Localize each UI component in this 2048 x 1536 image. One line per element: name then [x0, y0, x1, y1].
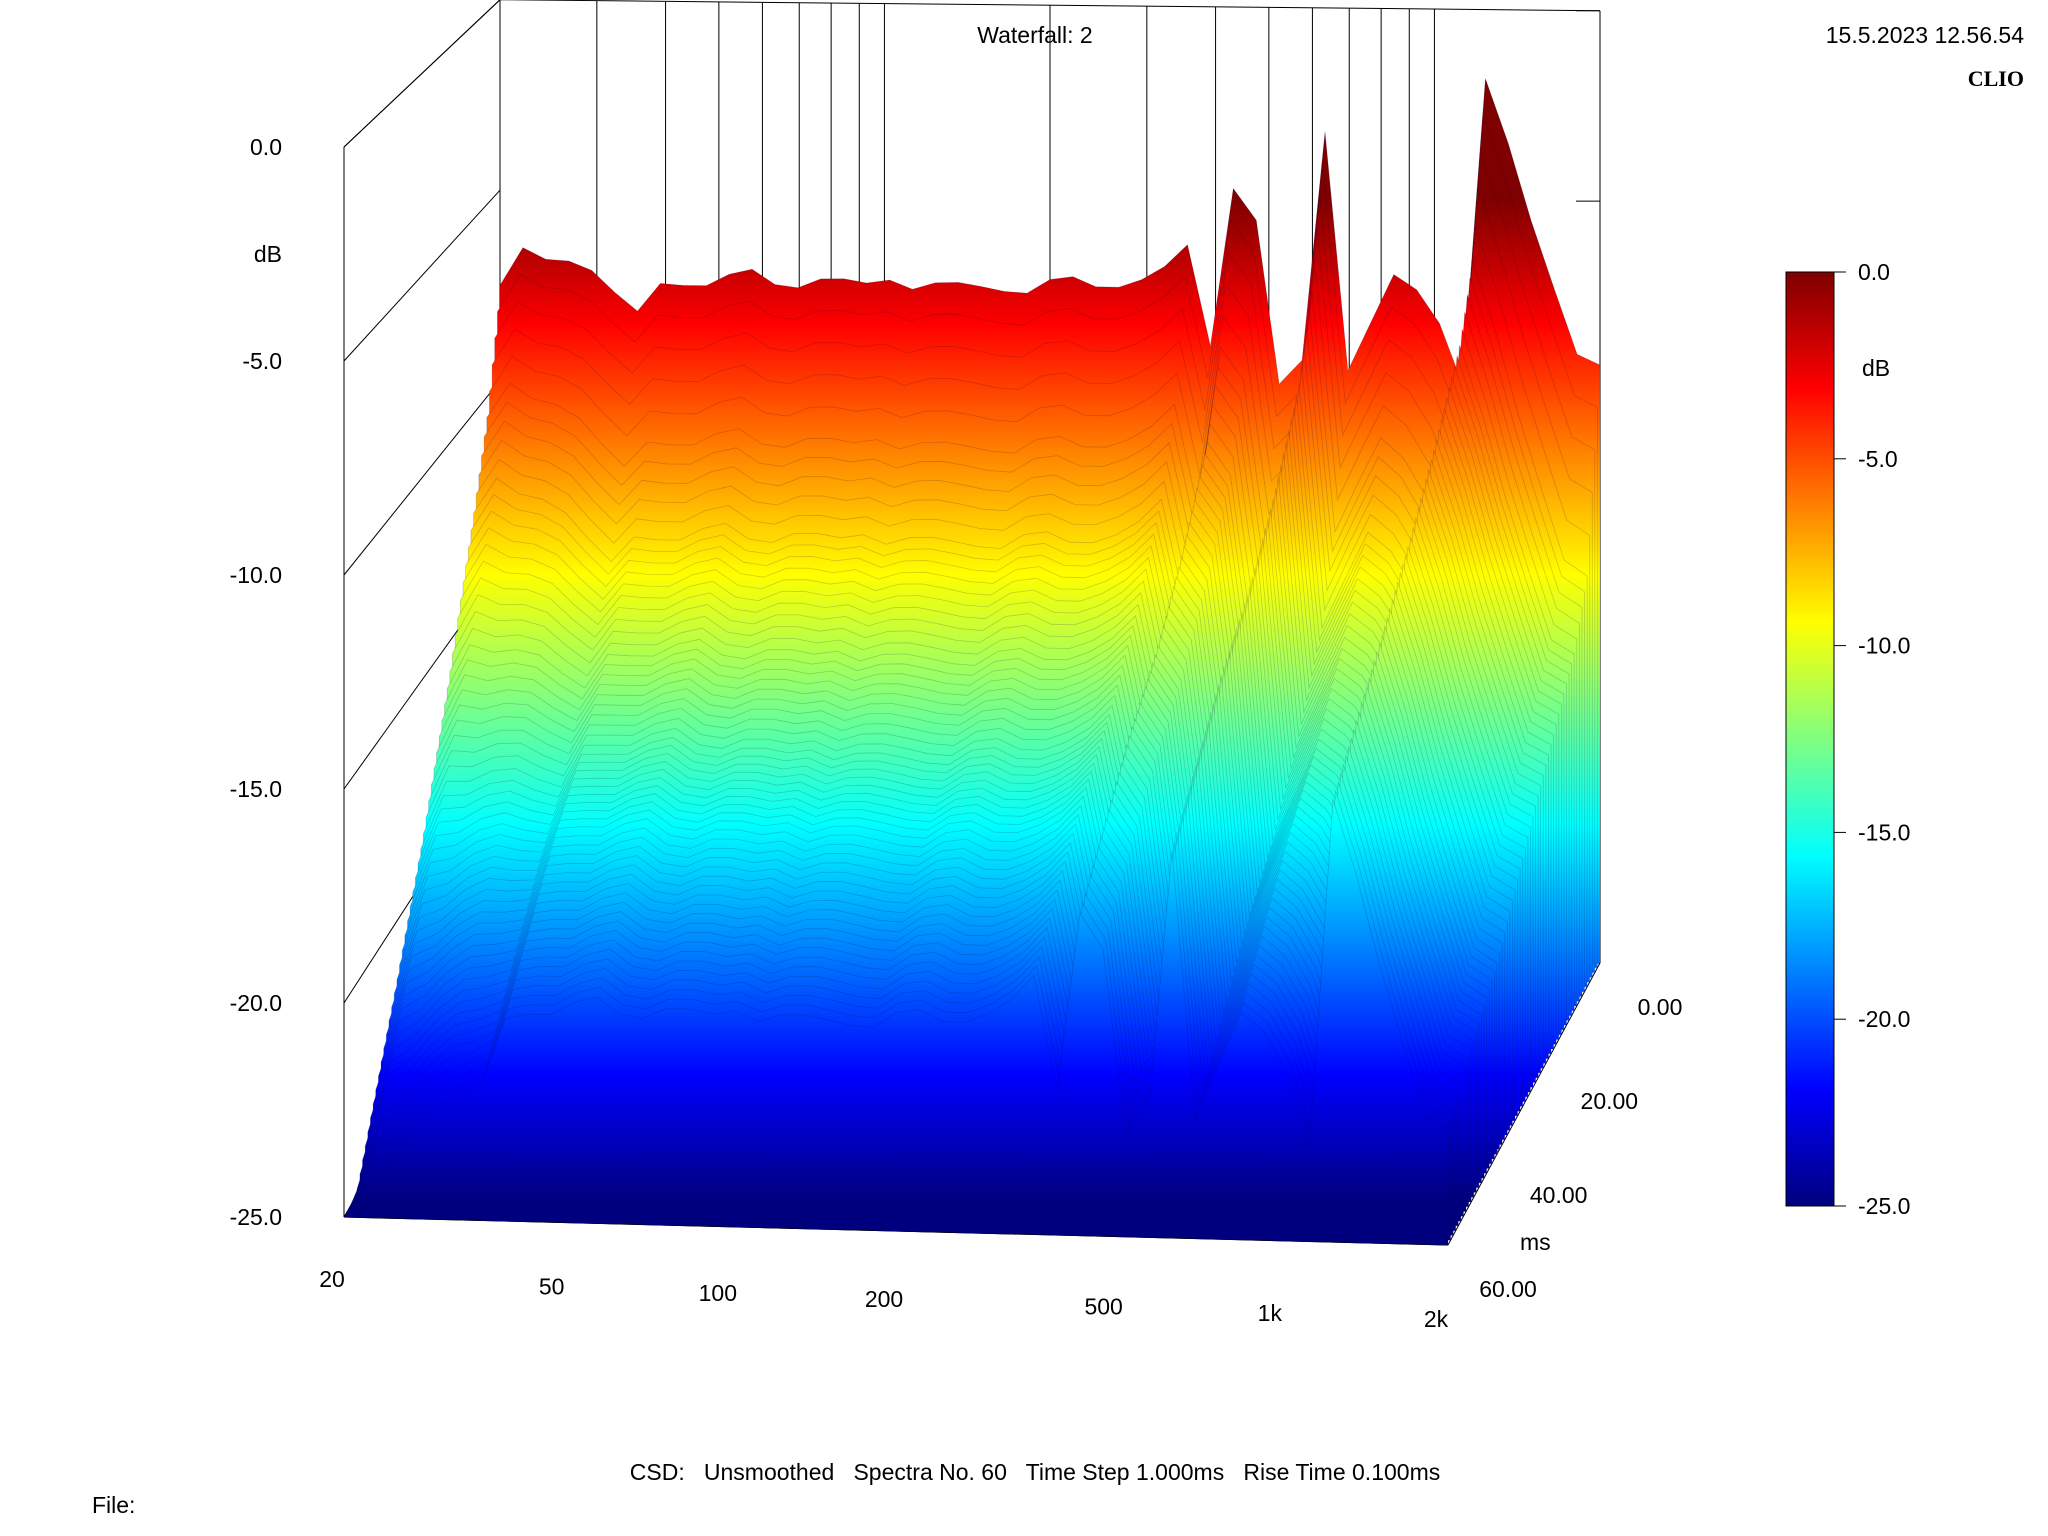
- y-axis-labels: 0.0 -5.0 -10.0 -15.0 -20.0 -25.0 dB: [230, 134, 282, 1230]
- colorbar-tick-label: -20.0: [1858, 1006, 1910, 1032]
- x-tick-label: 2k: [1424, 1306, 1449, 1332]
- colorbar-gradient: [1785, 271, 1835, 1207]
- time-tick-label: 40.00: [1530, 1182, 1588, 1208]
- waterfall-surface: [343, 78, 1601, 1246]
- time-tick-label: 60.00: [1479, 1276, 1537, 1302]
- y-tick-label: -25.0: [230, 1204, 282, 1230]
- y-tick-label: 0.0: [250, 134, 282, 160]
- colorbar-tick-label: -15.0: [1858, 819, 1910, 845]
- x-tick-label: 50: [539, 1274, 565, 1300]
- left-wall-level-gridline: [343, 0, 501, 148]
- x-tick-label: 500: [1084, 1294, 1122, 1320]
- colorbar-labels: 0.0 -5.0 -10.0 -15.0 -20.0 -25.0 dB: [1834, 259, 1910, 1219]
- y-tick-label: -15.0: [230, 776, 282, 802]
- brand-logo: CLIO: [1968, 66, 2024, 91]
- y-tick-label: -20.0: [230, 990, 282, 1016]
- x-tick-label: 20: [319, 1266, 345, 1292]
- x-tick-label: 200: [865, 1286, 903, 1312]
- colorbar-tick-label: 0.0: [1858, 259, 1890, 285]
- colorbar-tick-label: -5.0: [1858, 446, 1898, 472]
- measurement-settings: CSD: Unsmoothed Spectra No. 60 Time Step…: [630, 1459, 1440, 1485]
- waterfall-spectrum-slice: [343, 799, 1449, 1246]
- y-tick-label: -10.0: [230, 562, 282, 588]
- left-wall-level-gridline: [343, 189, 501, 362]
- time-axis-labels: 0.00 20.00 40.00 60.00 ms: [1479, 994, 1682, 1302]
- time-axis-unit: ms: [1520, 1229, 1551, 1255]
- x-axis-labels: 20 50 100 200 500 1k 2k: [319, 1266, 1448, 1332]
- left-wall-level-gridline: [343, 380, 501, 576]
- time-tick-label: 20.00: [1581, 1088, 1639, 1114]
- timestamp: 15.5.2023 12.56.54: [1826, 22, 2024, 48]
- y-axis-unit: dB: [254, 241, 282, 267]
- floor-right-edge: [1447, 962, 1601, 1246]
- chart-title: Waterfall: 2: [977, 22, 1092, 48]
- x-tick-label: 100: [699, 1280, 737, 1306]
- file-label: File:: [92, 1492, 135, 1518]
- y-tick-label: -5.0: [242, 348, 282, 374]
- x-tick-label: 1k: [1258, 1300, 1283, 1326]
- colorbar-tick-label: -10.0: [1858, 633, 1910, 659]
- colorbar-unit: dB: [1862, 355, 1890, 381]
- colorbar-tick-label: -25.0: [1858, 1193, 1910, 1219]
- colorbar: [1785, 271, 1835, 1207]
- time-tick-label: 0.00: [1638, 994, 1683, 1020]
